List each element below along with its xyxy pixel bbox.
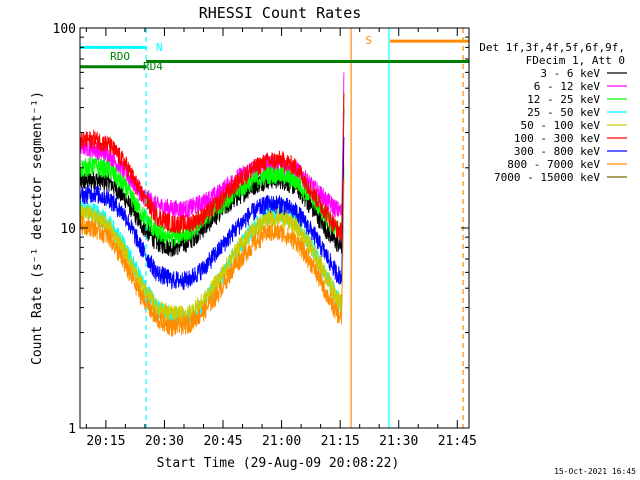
series-layer	[80, 72, 345, 338]
flag-label-0: N	[156, 41, 163, 54]
series-line-0	[80, 107, 345, 257]
series-line-7	[80, 179, 345, 338]
y-axis-label: Count Rate (s⁻¹ detector segment⁻¹)	[30, 91, 45, 365]
y-axis: 1 10 100	[53, 22, 469, 437]
legend-header-0: Det 1f,3f,4f,5f,6f,9f,	[479, 41, 625, 54]
flag-label-2: RD4	[143, 60, 163, 73]
x-tick-label-3: 21:00	[262, 434, 301, 449]
x-tick-label-6: 21:45	[438, 434, 477, 449]
x-axis-label: Start Time (29-Aug-09 20:08:22)	[157, 456, 400, 471]
x-tick-label-4: 21:15	[321, 434, 360, 449]
legend-header-1: FDecim 1, Att 0	[526, 54, 625, 67]
legend-entry-7: 800 - 7000 keV	[507, 158, 600, 171]
legend-entry-0: 3 - 6 keV	[540, 67, 600, 80]
legend: Det 1f,3f,4f,5f,6f,9f,FDecim 1, Att 03 -…	[479, 41, 627, 184]
series-line-5	[80, 92, 345, 243]
x-tick-label-2: 20:45	[203, 434, 242, 449]
legend-entry-8: 7000 - 15000 keV	[494, 171, 600, 184]
series-line-6	[80, 136, 345, 291]
y-tick-label-2: 100	[53, 22, 76, 37]
legend-entry-2: 12 - 25 keV	[527, 93, 600, 106]
x-axis: 20:15 20:30 20:45 21:00 21:15 21:30 21:45	[85, 28, 477, 449]
x-tick-label-1: 20:30	[145, 434, 184, 449]
x-tick-label-5: 21:30	[379, 434, 418, 449]
legend-entry-6: 300 - 800 keV	[514, 145, 600, 158]
legend-entry-5: 100 - 300 keV	[514, 132, 600, 145]
annotation-layer	[80, 28, 469, 428]
y-tick-label-1: 10	[60, 222, 76, 237]
chart-title: RHESSI Count Rates	[199, 4, 362, 22]
flag-label-3: S	[365, 34, 372, 47]
y-tick-label-0: 1	[68, 422, 76, 437]
x-tick-label-0: 20:15	[86, 434, 125, 449]
flag-label-1: RDO	[110, 50, 130, 63]
series-line-4	[80, 163, 345, 325]
flag-labels: N RDO RD4 S	[110, 34, 372, 73]
legend-entry-3: 25 - 50 keV	[527, 106, 600, 119]
legend-entry-1: 6 - 12 keV	[534, 80, 601, 93]
timestamp: 15-Oct-2021 16:45	[554, 467, 636, 476]
legend-entry-4: 50 - 100 keV	[521, 119, 601, 132]
